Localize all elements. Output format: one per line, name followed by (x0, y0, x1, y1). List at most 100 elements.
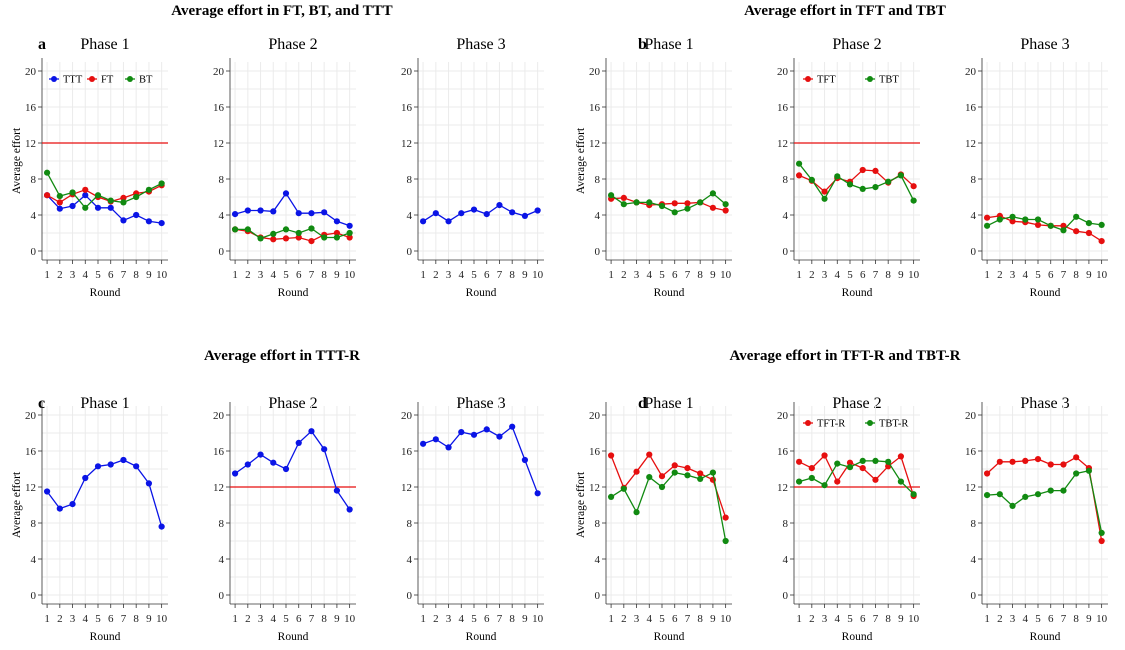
y-tick-label: 16 (589, 446, 601, 458)
legend-key-point (805, 420, 811, 426)
x-tick-label: 10 (532, 269, 544, 281)
x-tick-label: 5 (847, 613, 853, 625)
legend-key-point (127, 76, 133, 82)
data-point (295, 210, 302, 217)
data-point (607, 192, 615, 199)
data-point (82, 192, 89, 199)
y-tick-label: 12 (777, 482, 788, 494)
y-tick-label: 20 (25, 410, 37, 422)
data-point (94, 192, 102, 199)
series-tft-r (607, 451, 729, 521)
series-line (987, 470, 1103, 534)
y-tick-label: 4 (31, 210, 37, 222)
data-point (445, 218, 452, 225)
data-point (158, 220, 165, 227)
data-point (1098, 529, 1105, 537)
y-tick-label: 0 (219, 246, 225, 258)
data-point (270, 236, 277, 243)
series-line (798, 169, 915, 193)
data-point (646, 199, 653, 206)
data-point (1060, 222, 1067, 229)
data-point (834, 173, 841, 180)
data-point (1060, 461, 1067, 468)
x-tick-label: 6 (484, 613, 490, 625)
data-point (910, 183, 917, 190)
chart-group-c: Average effort in TTT-Rc Phase 1048121620… (11, 348, 544, 643)
data-point (1009, 458, 1016, 465)
phase-title: Phase 3 (1020, 36, 1069, 53)
x-tick-label: 5 (471, 613, 477, 625)
data-point (872, 457, 879, 464)
series-line (46, 194, 162, 224)
data-point (996, 216, 1003, 223)
data-point (82, 474, 89, 482)
data-point (872, 184, 879, 191)
data-point (1022, 493, 1029, 500)
data-point (722, 537, 729, 545)
x-tick-label: 4 (1023, 269, 1029, 281)
data-point (697, 475, 704, 482)
y-tick-label: 8 (219, 518, 225, 530)
y-tick-label: 20 (25, 66, 37, 78)
y-tick-label: 16 (213, 446, 225, 458)
data-point (795, 458, 803, 465)
data-point (897, 478, 905, 485)
data-point (671, 469, 678, 476)
data-point (684, 465, 691, 472)
x-tick-label: 7 (685, 269, 691, 281)
data-point (834, 460, 841, 467)
series-line (610, 471, 727, 542)
y-tick-label: 0 (31, 246, 37, 258)
x-tick-label: 6 (672, 613, 678, 625)
data-point (859, 457, 866, 464)
y-tick-label: 4 (783, 554, 789, 566)
chart-group-d: Average effort in TFT-R and TBT-RdPhase … (575, 348, 1108, 643)
series-line (986, 456, 1103, 542)
data-point (1098, 238, 1105, 245)
data-point (808, 176, 815, 183)
x-tick-label: 4 (647, 269, 653, 281)
series-tft-r (983, 454, 1105, 545)
data-point (684, 200, 691, 207)
x-tick-label: 6 (1048, 613, 1054, 625)
data-point (333, 229, 341, 237)
y-tick-label: 4 (971, 554, 977, 566)
y-tick-label: 4 (219, 210, 225, 222)
data-point (432, 436, 439, 443)
x-tick-label: 2 (809, 269, 815, 281)
x-axis-label: Round (90, 287, 121, 299)
legend-key-point (867, 420, 873, 426)
y-tick-label: 16 (777, 446, 789, 458)
x-tick-label: 7 (309, 613, 315, 625)
series-tbt (607, 190, 729, 216)
y-tick-label: 0 (407, 590, 413, 602)
series-line (798, 454, 915, 497)
x-axis-label: Round (842, 631, 873, 643)
series-line (235, 227, 350, 240)
data-point (509, 423, 516, 430)
x-tick-label: 5 (659, 269, 665, 281)
y-tick-label: 12 (965, 138, 976, 150)
data-point (885, 178, 892, 185)
x-tick-label: 2 (57, 269, 63, 281)
x-tick-label: 4 (835, 269, 841, 281)
y-tick-label: 4 (407, 554, 413, 566)
x-tick-label: 2 (433, 613, 439, 625)
x-tick-label: 10 (1096, 613, 1108, 625)
data-point (496, 202, 503, 209)
series-line (610, 453, 727, 518)
data-point (1085, 229, 1093, 237)
y-tick-label: 16 (401, 102, 413, 114)
data-point (1098, 221, 1105, 228)
data-point (69, 189, 76, 196)
data-point (133, 211, 140, 219)
y-tick-label: 0 (971, 590, 977, 602)
phase-title: Phase 1 (644, 395, 693, 412)
chart-title: Average effort in TTT-R (204, 348, 360, 364)
x-tick-label: 9 (334, 269, 340, 281)
y-tick-label: 20 (589, 66, 601, 78)
